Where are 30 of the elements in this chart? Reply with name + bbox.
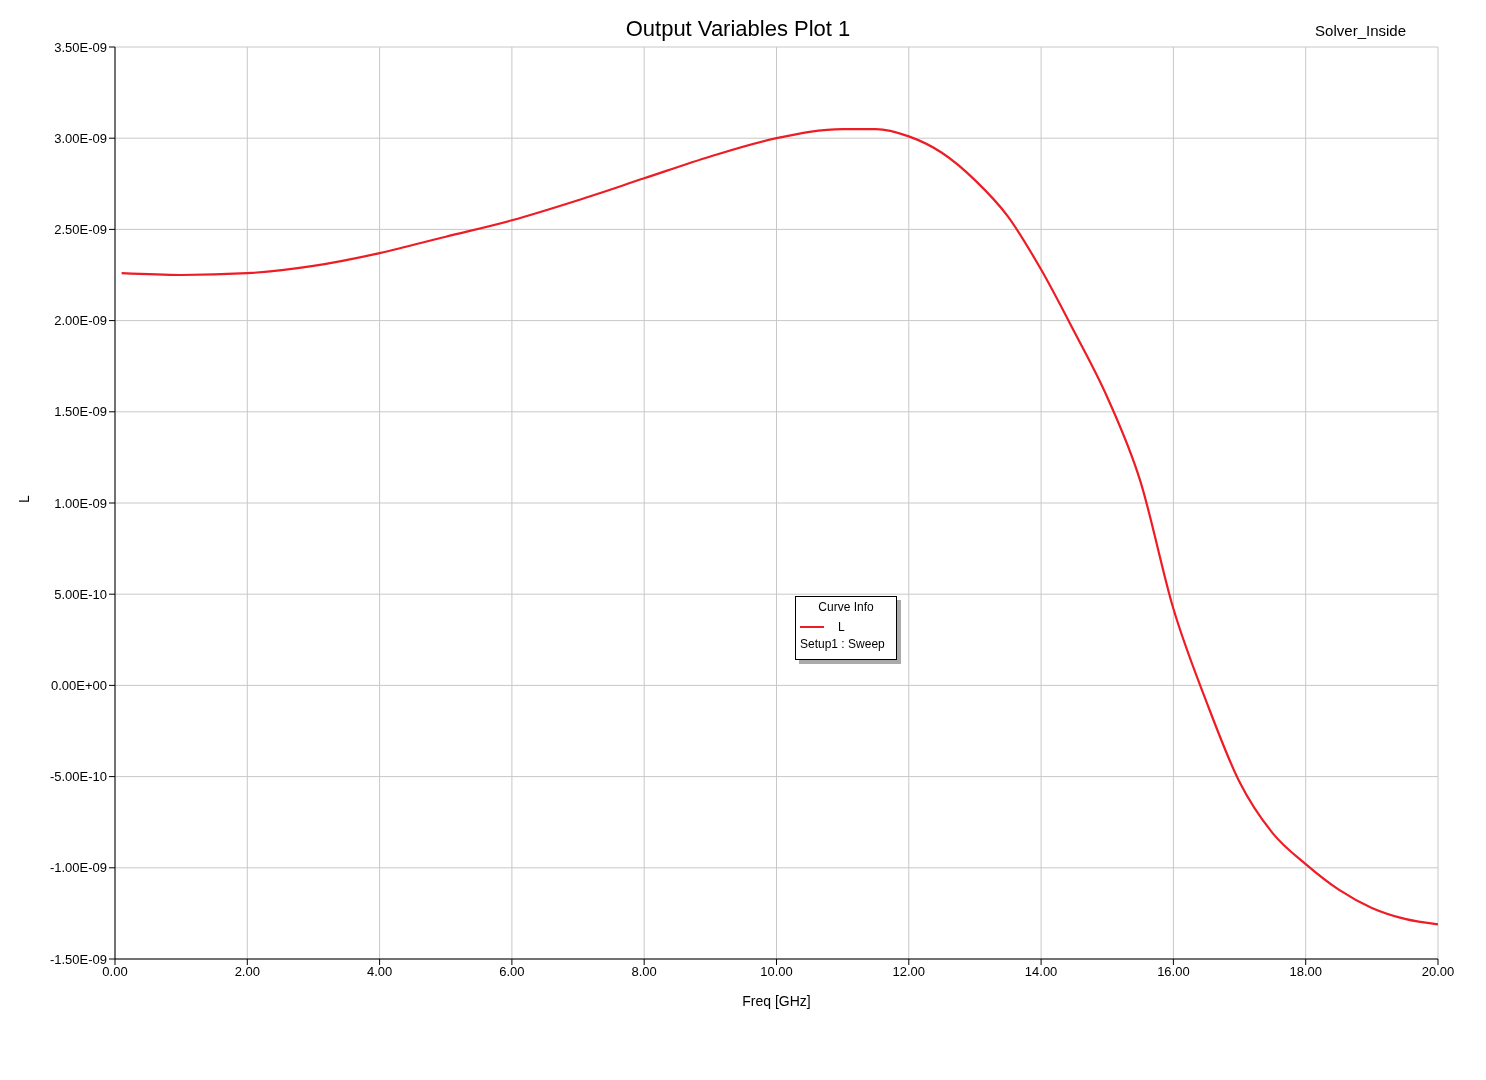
y-tick-label: -1.50E-09	[49, 951, 107, 967]
y-tick-label: -5.00E-10	[49, 769, 107, 785]
x-tick-label: 14.00	[1024, 964, 1058, 980]
y-tick-label: -1.00E-09	[49, 860, 107, 876]
chart-title: Output Variables Plot 1	[625, 16, 851, 41]
text: Solver_Inside	[1315, 22, 1406, 39]
x-tick-label: 20.00	[1421, 964, 1455, 980]
line-series	[120, 127, 1438, 926]
y-tick-label: 1.50E-09	[54, 404, 107, 420]
x-tick-label: 12.00	[892, 964, 926, 980]
x-tick-label: 16.00	[1157, 964, 1190, 980]
legend-label: L	[838, 620, 845, 634]
legend-title: Curve Info	[817, 599, 875, 616]
x-tick-label: 6.00	[499, 964, 525, 980]
x-tick-label: 2.00	[234, 964, 260, 980]
y-tick-label: 2.50E-09	[54, 222, 107, 238]
x-tick-label: 4.00	[366, 964, 393, 980]
x-axis-title: Freq [GHz]	[742, 993, 811, 1009]
x-tick-label: 8.00	[631, 964, 657, 980]
y-axis-title: L	[15, 495, 32, 503]
x-tick-label: 18.00	[1289, 964, 1322, 980]
y-tick-label: 1.00E-09	[54, 495, 107, 511]
y-tick-label: 3.00E-09	[54, 130, 107, 146]
x-tick-label: 0.00	[102, 964, 128, 980]
y-tick-label: 3.50E-09	[54, 39, 107, 55]
x-tick-label: 10.00	[760, 964, 793, 980]
y-tick-label: 0.00E+00	[50, 678, 107, 694]
y-tick-label: 5.00E-10	[54, 586, 107, 602]
annotation: Setup1 : Sweep	[799, 637, 886, 653]
y-tick-label: 2.00E-09	[54, 313, 107, 329]
